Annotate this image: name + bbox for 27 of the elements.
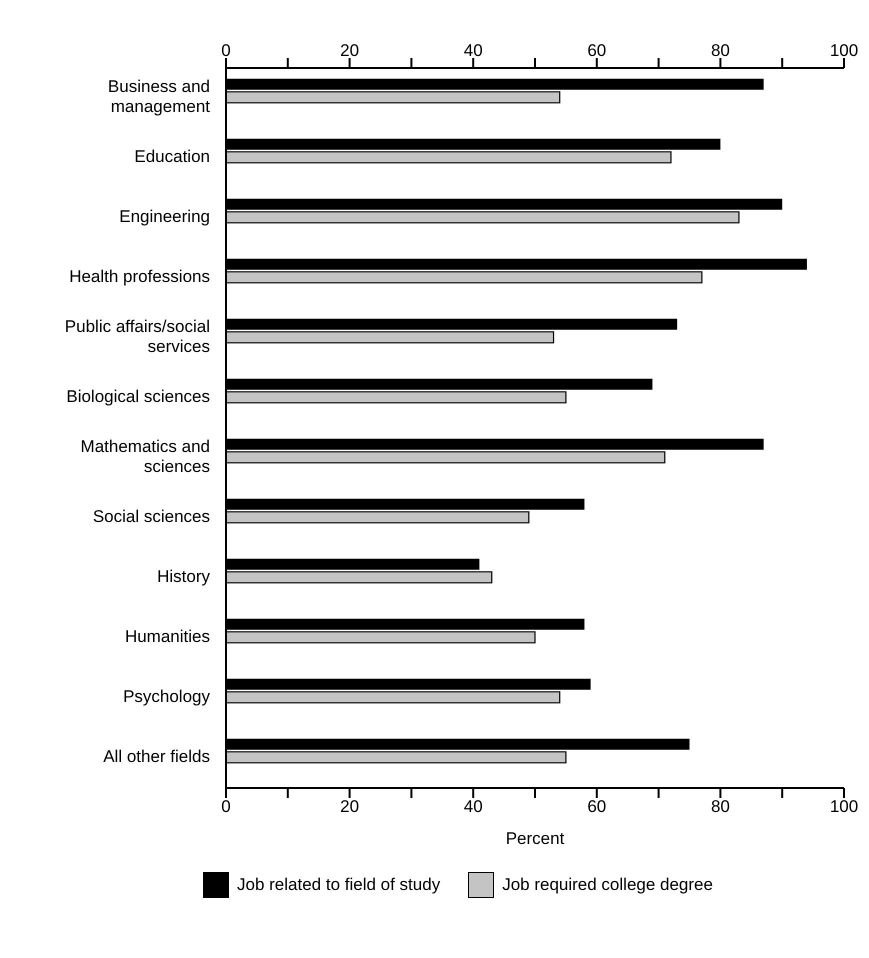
y-tick-label: Psychology xyxy=(123,687,210,706)
x2-tick-label: 80 xyxy=(710,797,730,816)
y-tick-label: Education xyxy=(134,147,210,166)
y-tick-label: Public affairs/social services xyxy=(64,317,210,356)
x2-tick-label: 60 xyxy=(587,797,606,816)
y-tick-label: Social sciences xyxy=(92,507,210,526)
x-axis-title: Percent xyxy=(506,829,565,848)
y-tick-label: All other fields xyxy=(103,747,210,766)
x-tick-label: 20 xyxy=(340,41,360,60)
y-tick-label: Business and management xyxy=(108,77,210,116)
y-tick-label: Biological sciences xyxy=(66,387,210,406)
legend-label: Job required college degree xyxy=(502,875,713,895)
x2-tick-label: 0 xyxy=(221,797,231,816)
legend-label: Job related to field of study xyxy=(237,875,440,895)
y-tick-label: Engineering xyxy=(119,207,210,226)
y-tick-label: Humanities xyxy=(124,627,210,646)
x-tick-label: 0 xyxy=(221,41,231,60)
x2-tick-label: 40 xyxy=(464,797,483,816)
x2-tick-label: 100 xyxy=(830,797,858,816)
x-tick-label: 40 xyxy=(464,41,483,60)
x2-tick-label: 20 xyxy=(340,797,360,816)
y-tick-label: Mathematics and sciences xyxy=(80,437,210,476)
y-tick-label: Health professions xyxy=(69,267,210,286)
x-tick-label: 60 xyxy=(587,41,606,60)
x-tick-label: 100 xyxy=(830,41,858,60)
x-tick-label: 80 xyxy=(710,41,730,60)
y-tick-label: History xyxy=(157,567,210,586)
